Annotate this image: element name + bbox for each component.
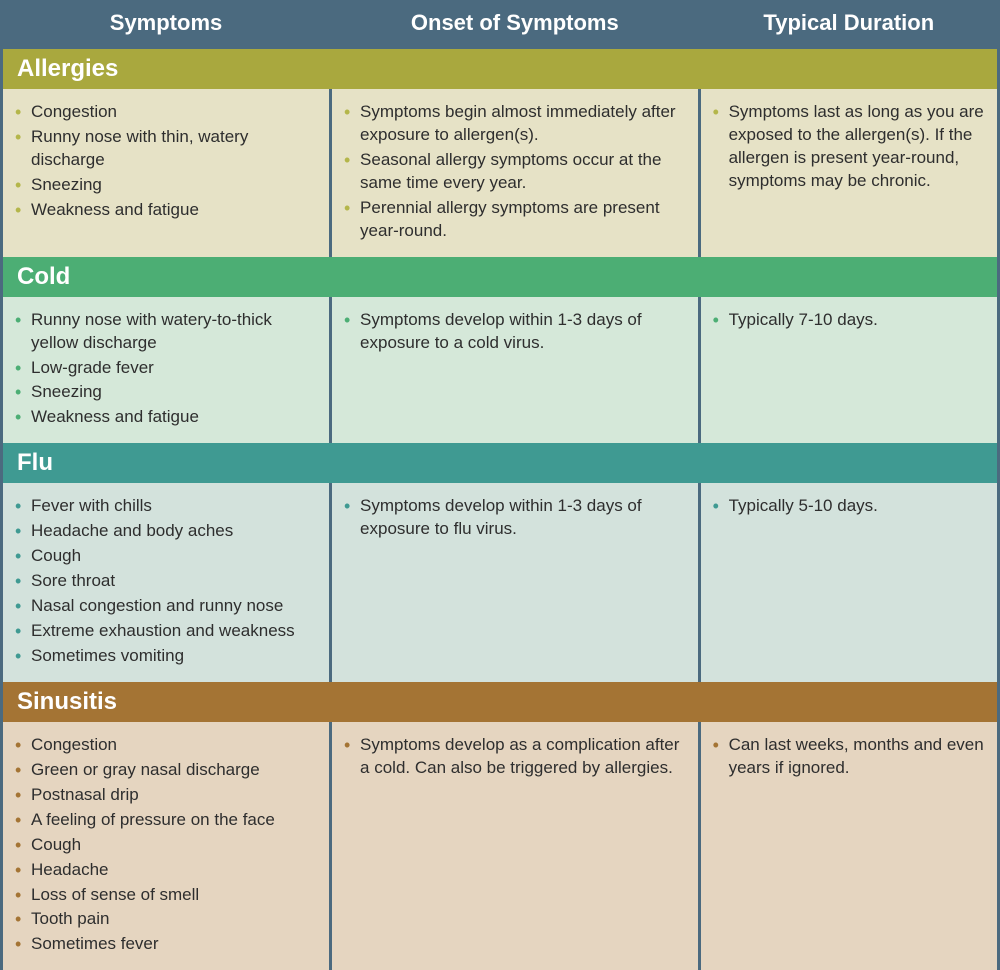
cell-onset: Symptoms develop within 1-3 days of expo… bbox=[332, 483, 698, 682]
cell-symptoms: Fever with chillsHeadache and body aches… bbox=[3, 483, 329, 682]
list-item: Can last weeks, months and even years if… bbox=[713, 734, 985, 780]
list-item: Low-grade fever bbox=[15, 357, 317, 380]
list-item: Postnasal drip bbox=[15, 784, 317, 807]
section-content-row: Runny nose with watery-to-thick yellow d… bbox=[3, 297, 997, 444]
table-header-row: Symptoms Onset of Symptoms Typical Durat… bbox=[3, 0, 997, 49]
list-item: Runny nose with watery-to-thick yellow d… bbox=[15, 309, 317, 355]
section-title: Cold bbox=[3, 257, 997, 297]
list-item: Runny nose with thin, watery discharge bbox=[15, 126, 317, 172]
cell-onset: Symptoms develop within 1-3 days of expo… bbox=[332, 297, 698, 444]
section-title-row: Sinusitis bbox=[3, 682, 997, 722]
bullet-list: Symptoms develop within 1-3 days of expo… bbox=[344, 309, 686, 355]
list-item: Nasal congestion and runny nose bbox=[15, 595, 317, 618]
bullet-list: CongestionRunny nose with thin, watery d… bbox=[15, 101, 317, 222]
list-item: Symptoms begin almost immediately after … bbox=[344, 101, 686, 147]
section-title-row: Allergies bbox=[3, 49, 997, 89]
list-item: Symptoms last as long as you are exposed… bbox=[713, 101, 985, 193]
list-item: Perennial allergy symptoms are present y… bbox=[344, 197, 686, 243]
cell-onset: Symptoms begin almost immediately after … bbox=[332, 89, 698, 257]
list-item: Sneezing bbox=[15, 381, 317, 404]
list-item: Typically 5-10 days. bbox=[713, 495, 985, 518]
cell-symptoms: Runny nose with watery-to-thick yellow d… bbox=[3, 297, 329, 444]
bullet-list: Symptoms develop as a complication after… bbox=[344, 734, 686, 780]
section-content-row: CongestionRunny nose with thin, watery d… bbox=[3, 89, 997, 257]
list-item: A feeling of pressure on the face bbox=[15, 809, 317, 832]
cell-symptoms: CongestionRunny nose with thin, watery d… bbox=[3, 89, 329, 257]
cell-onset: Symptoms develop as a complication after… bbox=[332, 722, 698, 970]
list-item: Cough bbox=[15, 545, 317, 568]
section-title: Allergies bbox=[3, 49, 997, 89]
col-header-duration: Typical Duration bbox=[701, 0, 997, 49]
list-item: Sometimes fever bbox=[15, 933, 317, 956]
list-item: Fever with chills bbox=[15, 495, 317, 518]
list-item: Green or gray nasal discharge bbox=[15, 759, 317, 782]
cell-duration: Typically 5-10 days. bbox=[701, 483, 997, 682]
section-title-row: Cold bbox=[3, 257, 997, 297]
section-title: Sinusitis bbox=[3, 682, 997, 722]
col-header-onset: Onset of Symptoms bbox=[332, 0, 698, 49]
list-item: Weakness and fatigue bbox=[15, 406, 317, 429]
bullet-list: Symptoms develop within 1-3 days of expo… bbox=[344, 495, 686, 541]
bullet-list: Runny nose with watery-to-thick yellow d… bbox=[15, 309, 317, 430]
bullet-list: CongestionGreen or gray nasal dischargeP… bbox=[15, 734, 317, 956]
section-content-row: Fever with chillsHeadache and body aches… bbox=[3, 483, 997, 682]
cell-symptoms: CongestionGreen or gray nasal dischargeP… bbox=[3, 722, 329, 970]
list-item: Symptoms develop within 1-3 days of expo… bbox=[344, 309, 686, 355]
bullet-list: Can last weeks, months and even years if… bbox=[713, 734, 985, 780]
cell-duration: Can last weeks, months and even years if… bbox=[701, 722, 997, 970]
section-content-row: CongestionGreen or gray nasal dischargeP… bbox=[3, 722, 997, 970]
list-item: Extreme exhaustion and weakness bbox=[15, 620, 317, 643]
illness-comparison-table: Symptoms Onset of Symptoms Typical Durat… bbox=[0, 0, 1000, 970]
list-item: Symptoms develop within 1-3 days of expo… bbox=[344, 495, 686, 541]
list-item: Seasonal allergy symptoms occur at the s… bbox=[344, 149, 686, 195]
bullet-list: Symptoms begin almost immediately after … bbox=[344, 101, 686, 243]
bullet-list: Fever with chillsHeadache and body aches… bbox=[15, 495, 317, 668]
section-title: Flu bbox=[3, 443, 997, 483]
list-item: Sore throat bbox=[15, 570, 317, 593]
section-title-row: Flu bbox=[3, 443, 997, 483]
list-item: Sneezing bbox=[15, 174, 317, 197]
col-header-symptoms: Symptoms bbox=[3, 0, 329, 49]
bullet-list: Typically 5-10 days. bbox=[713, 495, 985, 518]
bullet-list: Symptoms last as long as you are exposed… bbox=[713, 101, 985, 193]
cell-duration: Typically 7-10 days. bbox=[701, 297, 997, 444]
list-item: Typically 7-10 days. bbox=[713, 309, 985, 332]
cell-duration: Symptoms last as long as you are exposed… bbox=[701, 89, 997, 257]
list-item: Congestion bbox=[15, 734, 317, 757]
list-item: Tooth pain bbox=[15, 908, 317, 931]
list-item: Loss of sense of smell bbox=[15, 884, 317, 907]
list-item: Congestion bbox=[15, 101, 317, 124]
list-item: Sometimes vomiting bbox=[15, 645, 317, 668]
list-item: Weakness and fatigue bbox=[15, 199, 317, 222]
list-item: Cough bbox=[15, 834, 317, 857]
list-item: Symptoms develop as a complication after… bbox=[344, 734, 686, 780]
list-item: Headache bbox=[15, 859, 317, 882]
bullet-list: Typically 7-10 days. bbox=[713, 309, 985, 332]
list-item: Headache and body aches bbox=[15, 520, 317, 543]
